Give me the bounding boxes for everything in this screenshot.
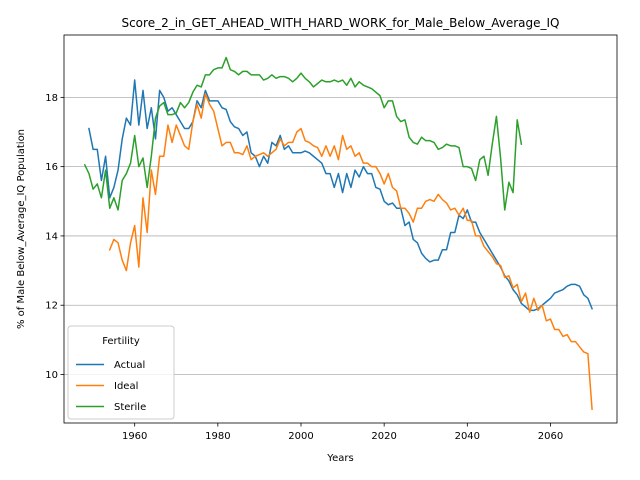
y-tick-label: 18 xyxy=(45,93,58,104)
legend-entries: Actual Ideal Sterile xyxy=(76,360,146,413)
y-tick-label: 10 xyxy=(45,370,58,381)
legend-label-sterile: Sterile xyxy=(114,402,146,413)
legend-label-ideal: Ideal xyxy=(114,381,138,392)
series-line-ideal xyxy=(108,93,593,410)
x-tick-label: 2040 xyxy=(455,431,480,442)
series-line-sterile xyxy=(83,56,523,211)
x-axis-label: Years xyxy=(326,453,353,464)
y-axis-ticks: 10 12 14 16 18 xyxy=(45,93,64,381)
x-tick-label: 1960 xyxy=(122,431,147,442)
legend-label-actual: Actual xyxy=(114,360,145,371)
plot-area-frame xyxy=(63,34,618,424)
legend-title: Fertility xyxy=(102,336,140,347)
y-axis-label: % of Male Below_Average_IQ Population xyxy=(16,129,27,329)
legend-box xyxy=(67,325,175,420)
chart-title: Score_2_in_GET_AHEAD_WITH_HARD_WORK_for_… xyxy=(121,16,559,30)
y-tick-label: 12 xyxy=(45,301,58,312)
x-axis-ticks: 1960 1980 2000 2020 2040 2060 xyxy=(122,423,563,442)
y-tick-label: 14 xyxy=(45,231,58,242)
legend: Fertility Actual Ideal Sterile xyxy=(67,325,175,420)
y-tick-label: 16 xyxy=(45,162,58,173)
x-tick-label: 1980 xyxy=(205,431,230,442)
x-tick-label: 2060 xyxy=(538,431,563,442)
x-tick-label: 2020 xyxy=(371,431,396,442)
x-tick-label: 2000 xyxy=(288,431,313,442)
series-lines xyxy=(83,56,594,410)
series-line-actual xyxy=(88,79,594,312)
